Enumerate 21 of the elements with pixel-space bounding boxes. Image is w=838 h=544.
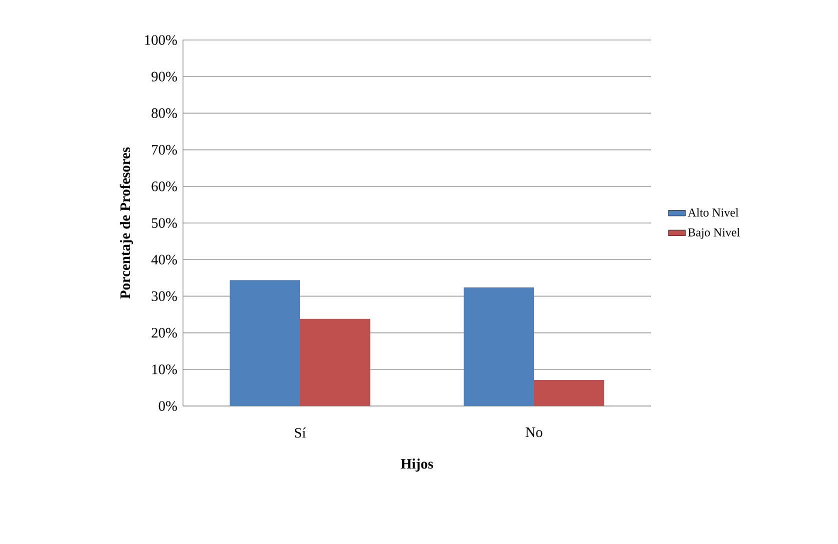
y-axis-title: Porcentaje de Profesores	[120, 147, 133, 299]
y-tick-label: 90%	[152, 72, 177, 82]
y-tick-label: 40%	[151, 254, 177, 264]
legend-label: Alto Nivel	[688, 208, 738, 217]
y-tick-label: 30%	[152, 291, 177, 302]
x-axis-title: Hijos	[400, 458, 434, 472]
y-tick-label: 0%	[158, 401, 177, 411]
y-tick-label: 60%	[152, 182, 177, 192]
y-tick-label: 100%	[145, 35, 177, 45]
y-tick-label: 50%	[152, 218, 177, 228]
x-tick-label: Sí	[294, 428, 306, 438]
bar	[300, 318, 370, 406]
y-tick-label: 20%	[152, 328, 177, 338]
bar	[230, 280, 300, 406]
bar	[534, 380, 604, 406]
legend-label: Bajo Nivel	[688, 228, 740, 239]
y-tick-label: 80%	[152, 108, 177, 118]
y-tick-label: 10%	[152, 364, 177, 374]
y-tick-label: 70%	[152, 144, 177, 155]
bar	[464, 287, 534, 406]
x-tick-label: No	[526, 428, 542, 438]
